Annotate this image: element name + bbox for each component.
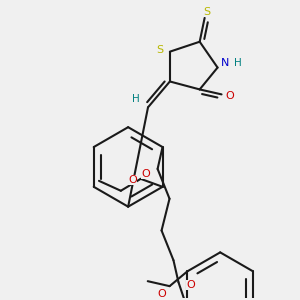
Text: O: O	[141, 169, 150, 179]
Text: H: H	[234, 58, 241, 68]
Text: S: S	[156, 45, 164, 55]
Text: N: N	[221, 58, 230, 68]
Text: O: O	[186, 280, 195, 290]
Text: O: O	[225, 92, 234, 101]
Text: O: O	[128, 175, 137, 185]
Text: H: H	[132, 94, 140, 104]
Text: O: O	[157, 289, 166, 299]
Text: S: S	[203, 7, 210, 17]
